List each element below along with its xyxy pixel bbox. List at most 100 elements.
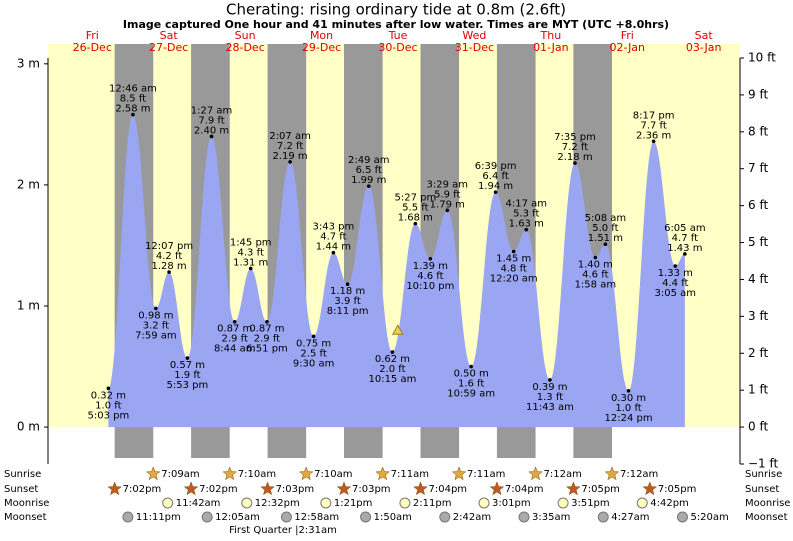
y2-tick-label: −1 ft <box>748 457 779 471</box>
tide-label: 5:08 am <box>585 213 627 224</box>
tide-label: 2.5 ft <box>300 348 326 359</box>
row-label: Moonrise <box>4 498 49 509</box>
tide-label: 1.0 ft <box>95 400 121 411</box>
sunrise-time: 7:09am <box>161 469 199 480</box>
sunset-time: 7:05pm <box>581 484 620 495</box>
tide-label: 0.62 m <box>375 354 410 365</box>
chart-title: Cherating: rising ordinary tide at 0.8m … <box>226 1 566 19</box>
tide-label: 1.40 m <box>578 260 613 271</box>
y2-tick-label: 0 ft <box>748 420 768 434</box>
tide-label: 8:17 pm <box>633 110 675 121</box>
tide-label: 5.5 ft <box>402 203 428 214</box>
moonset-icon <box>122 511 134 523</box>
sunrise-time: 7:12am <box>620 469 658 480</box>
day-name: Tue <box>388 29 408 42</box>
y-tick-label: 0 m <box>17 420 40 434</box>
tide-label: 0.87 m <box>249 324 284 335</box>
sunset-time: 7:02pm <box>123 484 162 495</box>
tide-point <box>106 386 111 391</box>
sunset-icon <box>413 481 428 496</box>
moonrise-time: 1:21pm <box>334 498 373 509</box>
moonset-icon <box>518 511 530 523</box>
moonrise-icon <box>399 497 411 509</box>
row-label: Moonrise <box>745 498 790 509</box>
tide-point <box>154 306 158 311</box>
tide-label: 1.45 m <box>496 254 531 265</box>
tide-label: 1.0 ft <box>615 403 641 414</box>
tide-label: 7.2 ft <box>277 141 303 152</box>
tide-point <box>167 270 171 274</box>
y2-tick-label: 4 ft <box>748 272 768 286</box>
row-label: Sunrise <box>4 469 41 480</box>
moonrise-time: 4:42pm <box>650 498 689 509</box>
tide-point <box>331 250 336 255</box>
tide-point <box>185 356 190 360</box>
tide-point <box>493 190 498 194</box>
tide-label: 1.39 m <box>413 261 448 272</box>
moonset-time: 5:20am <box>690 512 728 523</box>
tide-label: 4.8 ft <box>500 264 526 275</box>
tide-label: 1.18 m <box>330 286 365 297</box>
moonset-time: 12:05am <box>215 512 260 523</box>
day-date: 26-Dec <box>73 41 112 54</box>
tide-label: 2.9 ft <box>254 334 280 345</box>
tide-label: 4.6 ft <box>417 271 443 282</box>
tide-label: 8.5 ft <box>120 94 146 105</box>
y2-tick-label: 10 ft <box>748 51 776 65</box>
tide-label: 10:15 am <box>368 374 416 385</box>
sunrise-icon <box>375 466 390 481</box>
tide-point <box>603 242 608 247</box>
tide-point <box>511 249 516 254</box>
moonset-time: 1:50am <box>374 512 412 523</box>
tide-label: 7.2 ft <box>562 142 588 153</box>
tide-label: 3.9 ft <box>334 296 360 307</box>
tide-point <box>593 255 598 260</box>
row-label: Moonset <box>745 512 788 523</box>
day-date: 29-Dec <box>302 41 341 54</box>
day-date: 03-Jan <box>686 41 722 54</box>
tide-label: 6.4 ft <box>482 171 508 182</box>
day-name: Mon <box>310 29 333 42</box>
tide-point <box>209 134 214 139</box>
sunrise-time: 7:10am <box>314 469 352 480</box>
tide-label: 1.99 m <box>351 175 386 186</box>
tide-label: 12:07 pm <box>145 241 193 252</box>
sunset-icon <box>566 481 581 496</box>
tide-label: 0.50 m <box>454 369 489 380</box>
moonrise-time: 12:32pm <box>255 498 300 509</box>
tide-label: 4.7 ft <box>320 232 346 243</box>
tide-label: 2.58 m <box>115 104 150 115</box>
day-name: Thu <box>540 29 562 42</box>
moonrise-icon <box>320 497 332 509</box>
tide-label: 1.63 m <box>509 219 544 230</box>
sunrise-icon <box>222 466 238 481</box>
row-label: Sunset <box>745 484 779 495</box>
tide-label: 1.51 m <box>588 233 623 244</box>
tide-label: 4.7 ft <box>672 233 698 244</box>
day-date: 28-Dec <box>225 41 264 54</box>
tide-label: 7.7 ft <box>640 120 666 131</box>
tide-point <box>265 319 269 324</box>
day-name: Sat <box>160 29 179 42</box>
y2-tick-label: 3 ft <box>748 309 768 323</box>
tide-point <box>548 378 552 382</box>
chart-subtitle: Image captured One hour and 41 minutes a… <box>123 18 669 31</box>
sunset-time: 7:04pm <box>505 484 544 495</box>
sunrise-icon <box>604 466 620 481</box>
tide-point <box>366 184 371 188</box>
tide-label: 4:17 am <box>505 199 547 210</box>
tide-label: 4.3 ft <box>238 247 264 258</box>
tide-label: 1:45 pm <box>230 237 272 248</box>
tide-point <box>232 319 237 324</box>
sunset-icon <box>183 481 199 496</box>
moonset-icon <box>439 511 451 523</box>
row-label: Sunset <box>4 484 38 495</box>
current-marker <box>391 324 404 335</box>
y-tick-label: 3 m <box>17 56 40 70</box>
tide-label: 5.9 ft <box>434 189 460 200</box>
day-name: Sat <box>695 29 714 42</box>
tide-label: 1:58 am <box>575 280 617 291</box>
tide-label: 3:43 pm <box>313 222 355 233</box>
tide-label: 5:03 pm <box>87 410 129 421</box>
tide-point <box>131 112 135 117</box>
